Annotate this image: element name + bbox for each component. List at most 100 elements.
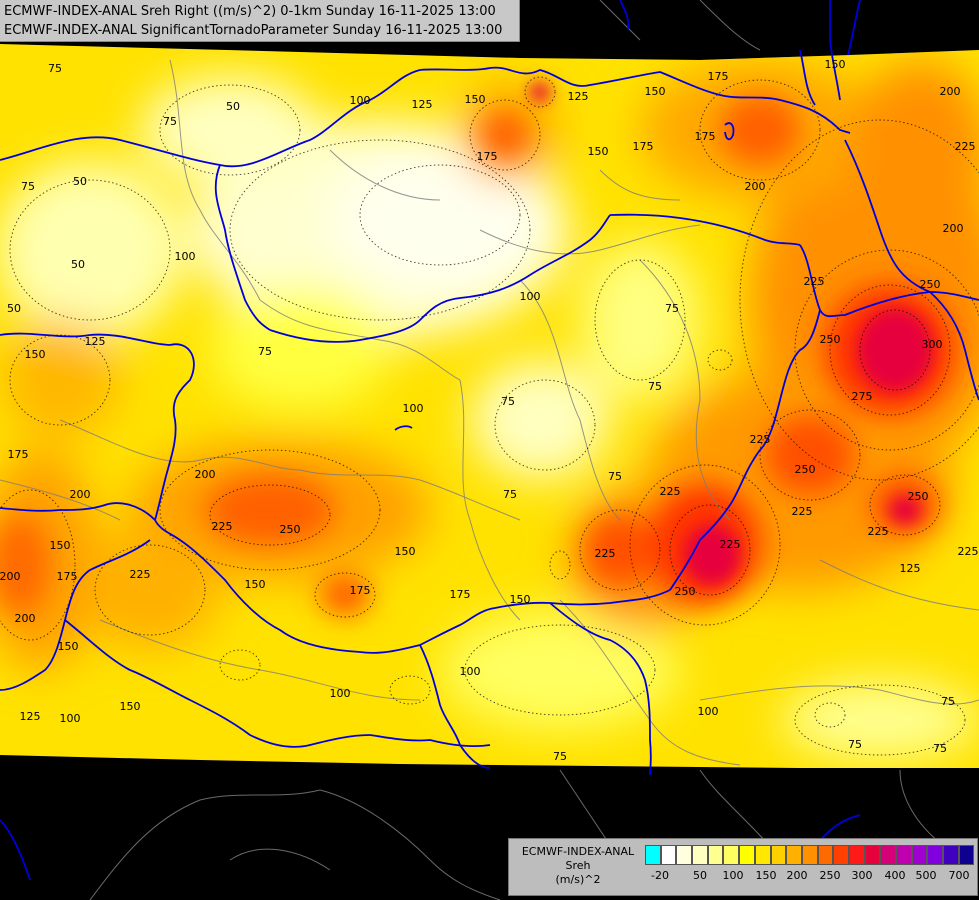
contour-value-label: 150	[120, 700, 141, 713]
contour-value-label: 175	[57, 570, 78, 583]
contour-value-label: 225	[792, 505, 813, 518]
contour-value-label: 125	[568, 90, 589, 103]
sreh-field	[0, 44, 979, 768]
contour-value-label: 150	[645, 85, 666, 98]
contour-value-label: 200	[15, 612, 36, 625]
contour-value-label: 200	[70, 488, 91, 501]
contour-value-label: 75	[21, 180, 35, 193]
contour-value-label: 125	[900, 562, 921, 575]
contour-value-label: 100	[175, 250, 196, 263]
contour-value-label: 50	[226, 100, 240, 113]
legend-tick-label: 250	[819, 869, 841, 882]
legend-tick-label: 150	[755, 869, 777, 882]
contour-lines	[0, 76, 979, 756]
legend-tick-label: 100	[722, 869, 744, 882]
legend-swatch	[958, 845, 975, 865]
legend-swatch	[786, 845, 802, 865]
title-line-1: ECMWF-INDEX-ANAL Sreh Right ((m/s)^2) 0-…	[4, 4, 496, 19]
legend-tick-label: -20	[651, 869, 669, 882]
contour-value-label: 150	[25, 348, 46, 361]
contour-value-label: 225	[595, 547, 616, 560]
legend-tick-label: 200	[786, 869, 808, 882]
legend-unit: (m/s)^2	[555, 873, 601, 886]
contour-value-label: 75	[648, 380, 662, 393]
contour-value-label: 175	[633, 140, 654, 153]
contour-value-label: 50	[7, 302, 21, 315]
legend-swatch	[880, 845, 896, 865]
contour-value-label: 75	[848, 738, 862, 751]
contour-value-label: 175	[695, 130, 716, 143]
contour-value-label: 150	[825, 58, 846, 71]
legend-swatch	[707, 845, 724, 865]
contour-value-label: 75	[163, 115, 177, 128]
region-borders	[0, 59, 979, 766]
legend-tick-label: 700	[948, 869, 970, 882]
contour-value-label: 125	[412, 98, 433, 111]
legend-title: ECMWF-INDEX-ANAL Sreh (m/s)^2	[513, 845, 643, 887]
contour-value-label: 50	[71, 258, 85, 271]
legend-tick-label: 50	[693, 869, 707, 882]
legend-swatch	[754, 845, 771, 865]
contour-value-label: 225	[804, 275, 825, 288]
legend-tick-labels: -20 50 100 150 200 250 300 400 500 700	[645, 869, 975, 885]
contour-value-label: 50	[73, 175, 87, 188]
contour-value-label: 100	[460, 665, 481, 678]
contour-value-label: 275	[852, 390, 873, 403]
legend-swatch	[817, 845, 834, 865]
legend-swatch	[801, 845, 818, 865]
contour-value-label: 150	[588, 145, 609, 158]
contour-label-layer: 75 50 75 100 125 150 175 125 150 175 150 175 175 200 1…	[0, 58, 979, 763]
contour-value-label: 75	[503, 488, 517, 501]
legend-swatch	[645, 845, 661, 865]
contour-value-label: 175	[450, 588, 471, 601]
contour-value-label: 150	[58, 640, 79, 653]
legend: ECMWF-INDEX-ANAL Sreh (m/s)^2 -20 50 100 15…	[508, 838, 978, 896]
contour-value-label: 75	[941, 695, 955, 708]
legend-swatch	[896, 845, 912, 865]
legend-swatch	[723, 845, 740, 865]
contour-value-label: 100	[60, 712, 81, 725]
contour-value-label: 150	[510, 593, 531, 606]
legend-model: ECMWF-INDEX-ANAL	[521, 845, 635, 858]
contour-value-label: 200	[943, 222, 964, 235]
contour-value-label: 75	[48, 62, 62, 75]
contour-value-label: 100	[520, 290, 541, 303]
legend-tick-label: 400	[884, 869, 906, 882]
legend-swatch	[833, 845, 849, 865]
title-box: ECMWF-INDEX-ANAL Sreh Right ((m/s)^2) 0-…	[0, 0, 520, 42]
contour-value-label: 75	[501, 395, 515, 408]
country-borders	[0, 0, 979, 881]
contour-value-label: 175	[350, 584, 371, 597]
contour-value-label: 75	[258, 345, 272, 358]
contour-value-label: 250	[908, 490, 929, 503]
contour-value-label: 300	[922, 338, 943, 351]
title-line-2: ECMWF-INDEX-ANAL SignificantTornadoParam…	[4, 23, 503, 38]
legend-tick-label: 300	[851, 869, 873, 882]
contour-value-label: 200	[940, 85, 961, 98]
contour-value-label: 75	[553, 750, 567, 763]
legend-parameter: Sreh	[565, 859, 591, 872]
contour-value-label: 200	[195, 468, 216, 481]
contour-value-label: 75	[608, 470, 622, 483]
contour-value-label: 100	[698, 705, 719, 718]
contour-value-label: 225	[750, 433, 771, 446]
legend-swatch	[739, 845, 755, 865]
contour-value-label: 100	[350, 94, 371, 107]
contour-value-label: 250	[795, 463, 816, 476]
contour-value-label: 150	[395, 545, 416, 558]
contour-value-label: 225	[958, 545, 979, 558]
contour-value-label: 175	[477, 150, 498, 163]
legend-swatch	[911, 845, 928, 865]
contour-value-label: 225	[868, 525, 889, 538]
legend-swatch	[770, 845, 787, 865]
contour-value-label: 250	[820, 333, 841, 346]
legend-swatch	[864, 845, 881, 865]
contour-value-label: 200	[745, 180, 766, 193]
contour-value-label: 250	[280, 523, 301, 536]
contour-value-label: 150	[465, 93, 486, 106]
legend-swatch	[676, 845, 693, 865]
legend-swatch	[943, 845, 959, 865]
contour-value-label: 225	[720, 538, 741, 551]
legend-swatch	[692, 845, 708, 865]
legend-swatch	[660, 845, 677, 865]
